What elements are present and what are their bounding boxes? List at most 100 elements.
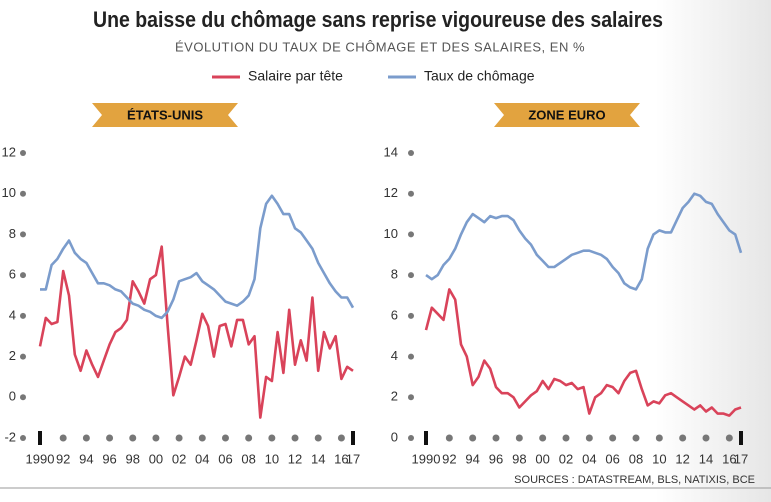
y-tick-label: 0	[391, 429, 398, 444]
x-tick-label: 96	[102, 451, 116, 466]
x-tick-label: 06	[218, 451, 232, 466]
x-tick-dot	[129, 434, 137, 442]
panel-banner	[494, 103, 640, 127]
x-tick-bar	[38, 431, 42, 445]
x-tick-label: 92	[56, 451, 70, 466]
x-tick-label: 1990	[412, 451, 441, 466]
y-tick-dot	[20, 231, 26, 238]
y-tick-dot	[408, 190, 414, 197]
x-tick-dot	[221, 434, 229, 442]
x-tick-dot	[268, 434, 276, 442]
x-tick-label: 04	[582, 451, 596, 466]
y-tick-label: 6	[9, 267, 16, 282]
legend-label: Taux de chômage	[424, 68, 535, 84]
y-tick-label: 10	[2, 185, 16, 200]
x-tick-label: 16	[334, 451, 348, 466]
panel-title: ZONE EURO	[528, 107, 605, 122]
x-tick-dot	[445, 434, 453, 442]
y-tick-dot	[408, 231, 414, 238]
y-tick-dot	[20, 394, 26, 401]
x-tick-label: 96	[489, 451, 503, 466]
x-tick-dot	[152, 434, 160, 442]
y-tick-label: 14	[384, 144, 398, 159]
x-tick-dot	[175, 434, 183, 442]
x-tick-label: 98	[126, 451, 140, 466]
x-tick-label: 00	[535, 451, 549, 466]
x-tick-label: 10	[652, 451, 666, 466]
x-tick-dot	[609, 434, 617, 442]
x-tick-dot	[245, 434, 253, 442]
x-tick-dot	[679, 434, 687, 442]
x-tick-bar	[424, 431, 428, 445]
x-tick-label: 17	[734, 451, 748, 466]
x-tick-label: 06	[605, 451, 619, 466]
series-line	[40, 194, 355, 320]
x-tick-label: 00	[149, 451, 163, 466]
x-tick-dot	[106, 434, 114, 442]
x-tick-dot	[291, 434, 299, 442]
y-tick-dot	[408, 394, 414, 401]
x-tick-dot	[562, 434, 570, 442]
y-tick-label: 6	[391, 307, 398, 322]
x-tick-label: 98	[512, 451, 526, 466]
x-tick-label: 94	[79, 451, 93, 466]
y-tick-label: 12	[384, 185, 398, 200]
x-tick-label: 12	[675, 451, 689, 466]
x-tick-dot	[539, 434, 547, 442]
x-tick-label: 92	[442, 451, 456, 466]
y-tick-dot	[20, 272, 26, 279]
x-tick-dot	[492, 434, 500, 442]
x-tick-dot	[314, 434, 322, 442]
x-tick-dot	[585, 434, 593, 442]
x-tick-dot	[469, 434, 477, 442]
y-tick-dot	[20, 435, 26, 441]
series-line	[425, 192, 743, 291]
x-tick-label: 14	[699, 451, 713, 466]
y-tick-label: 4	[9, 307, 16, 322]
y-tick-dot	[20, 353, 26, 360]
y-tick-label: 8	[391, 267, 398, 282]
x-tick-bar	[351, 431, 355, 445]
x-tick-dot	[515, 434, 523, 442]
y-tick-label: 2	[391, 389, 398, 404]
legend-label: Salaire par tête	[248, 68, 343, 84]
y-tick-label: 12	[2, 144, 16, 159]
y-tick-label: 2	[9, 348, 16, 363]
y-tick-label: 4	[391, 348, 398, 363]
chart-title: Une baisse du chômage sans reprise vigou…	[93, 7, 663, 32]
x-tick-dot	[632, 434, 640, 442]
x-tick-bar	[739, 431, 743, 445]
x-tick-label: 17	[346, 451, 360, 466]
y-tick-dot	[408, 353, 414, 360]
y-tick-dot	[20, 150, 26, 156]
x-tick-dot	[59, 434, 67, 442]
x-tick-dot	[655, 434, 663, 442]
y-tick-label: 10	[384, 226, 398, 241]
x-tick-label: 1990	[26, 451, 55, 466]
x-tick-label: 02	[172, 451, 186, 466]
x-tick-label: 12	[288, 451, 302, 466]
x-tick-label: 08	[629, 451, 643, 466]
y-tick-label: -2	[4, 429, 16, 444]
x-tick-label: 14	[311, 451, 325, 466]
x-tick-label: 16	[722, 451, 736, 466]
y-tick-dot	[408, 150, 414, 156]
x-tick-dot	[702, 434, 710, 442]
y-tick-dot	[408, 435, 414, 441]
y-tick-dot	[20, 190, 26, 197]
x-tick-label: 10	[265, 451, 279, 466]
x-tick-label: 04	[195, 451, 209, 466]
panel-banner	[92, 103, 238, 127]
y-tick-label: 8	[9, 226, 16, 241]
y-tick-dot	[20, 312, 26, 319]
series-line	[38, 245, 354, 419]
panel-title: ÉTATS-UNIS	[127, 107, 203, 122]
x-tick-dot	[198, 434, 206, 442]
y-tick-dot	[408, 272, 414, 279]
x-tick-label: 08	[241, 451, 255, 466]
x-tick-dot	[725, 434, 733, 442]
x-tick-label: 02	[559, 451, 573, 466]
x-tick-dot	[337, 434, 345, 442]
